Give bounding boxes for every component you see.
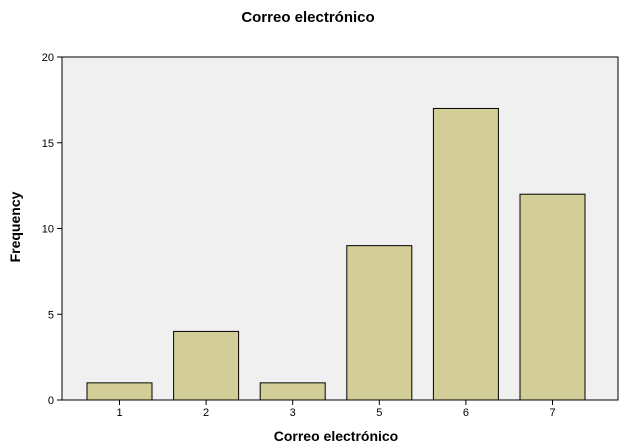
bar-1: [86, 382, 153, 401]
x-tick-label: 3: [290, 407, 296, 419]
x-tick-label: 1: [116, 407, 122, 419]
y-tick-label: 5: [48, 309, 54, 321]
x-tick-label: 6: [463, 407, 469, 419]
x-tick-label: 2: [203, 407, 209, 419]
x-tick-label: 5: [376, 407, 382, 419]
bar-6: [432, 107, 499, 401]
y-axis: 0 5 10 15 20: [42, 52, 62, 407]
bar-3: [259, 382, 326, 401]
bar-5: [346, 245, 413, 401]
x-tick-label: 7: [549, 407, 555, 419]
bar-2: [173, 330, 240, 401]
y-tick-label: 15: [42, 138, 54, 150]
x-axis: 1 2 3 5 6 7: [116, 400, 556, 419]
x-axis-label: Correo electrónico: [274, 428, 398, 444]
y-axis-label: Frequency: [7, 191, 23, 262]
chart-title: Correo electrónico: [241, 9, 374, 26]
y-tick-label: 10: [42, 224, 54, 236]
y-tick-label: 20: [42, 52, 54, 64]
y-tick-label: 0: [48, 395, 54, 407]
bar-7: [519, 193, 586, 401]
bars: [86, 107, 586, 401]
